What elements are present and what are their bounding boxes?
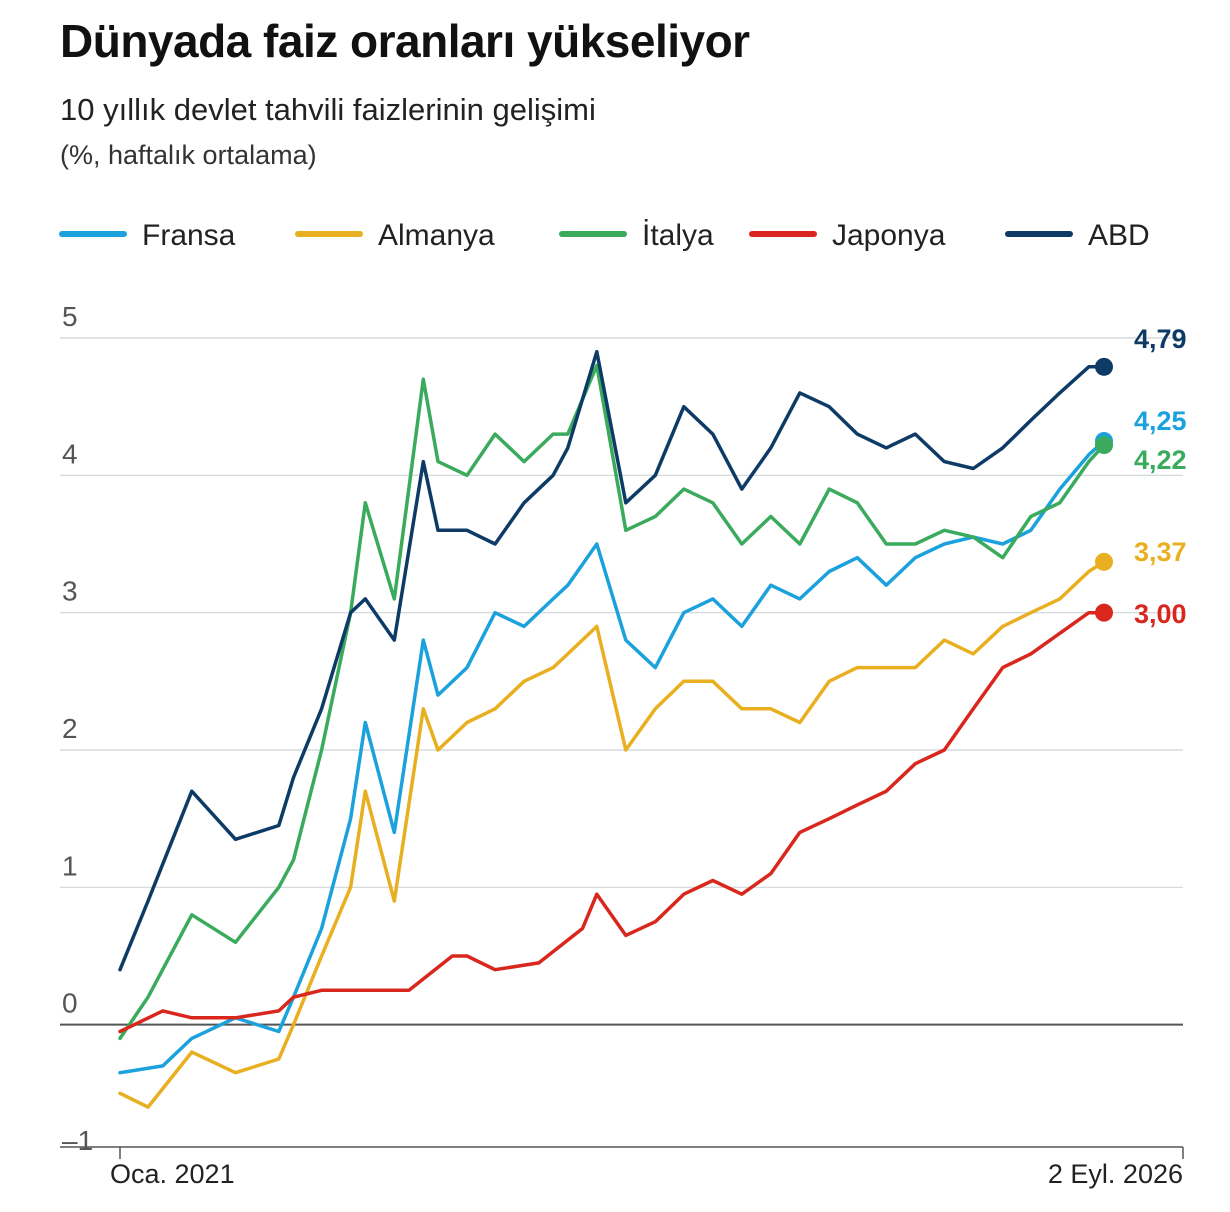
y-tick-label: 4 xyxy=(62,438,78,469)
y-tick-label: 1 xyxy=(62,850,78,881)
y-axis: 5 4 3 2 1 0 –1 xyxy=(62,301,93,1156)
chart-subtitle: 10 yıllık devlet tahvili faizlerinin gel… xyxy=(60,92,596,127)
x-axis: Oca. 2021 2 Eyl. 2026 xyxy=(60,1146,1184,1189)
end-value-label: 4,22 xyxy=(1134,445,1187,475)
end-value-label: 3,37 xyxy=(1134,537,1187,567)
y-tick-label: 5 xyxy=(62,301,78,332)
series-line xyxy=(118,349,1106,972)
end-markers: 4,25 3,37 4,22 3,00 4,79 xyxy=(1095,324,1187,629)
end-point-marker xyxy=(1095,603,1113,622)
end-point-marker xyxy=(1095,357,1113,376)
series-line xyxy=(118,610,1106,1034)
legend-label: ABD xyxy=(1088,219,1150,252)
legend: Fransa Almanya İtalya Japonya ABD xyxy=(59,219,1150,252)
y-tick-label: –1 xyxy=(62,1125,93,1156)
end-value-label: 4,79 xyxy=(1134,324,1187,354)
end-value-label: 3,00 xyxy=(1134,599,1187,629)
x-tick-label: 2 Eyl. 2026 xyxy=(1048,1159,1183,1189)
x-tick-label: Oca. 2021 xyxy=(110,1159,235,1189)
legend-label: İtalya xyxy=(642,219,714,252)
end-point-marker xyxy=(1095,436,1113,455)
y-tick-label: 0 xyxy=(62,988,78,1019)
legend-label: Fransa xyxy=(142,219,236,252)
gridlines xyxy=(60,337,1183,1026)
chart-note: (%, haftalık ortalama) xyxy=(60,140,317,170)
y-tick-label: 3 xyxy=(62,576,78,607)
series-line xyxy=(118,560,1106,1109)
chart-title: Dünyada faiz oranları yükseliyor xyxy=(60,15,750,67)
legend-label: Japonya xyxy=(832,219,946,252)
series-lines xyxy=(118,349,1106,1109)
series-line xyxy=(118,363,1106,1041)
y-tick-label: 2 xyxy=(62,713,78,744)
series-line xyxy=(118,439,1106,1075)
legend-label: Almanya xyxy=(378,219,495,252)
end-point-marker xyxy=(1095,552,1113,571)
end-value-label: 4,25 xyxy=(1134,406,1187,436)
